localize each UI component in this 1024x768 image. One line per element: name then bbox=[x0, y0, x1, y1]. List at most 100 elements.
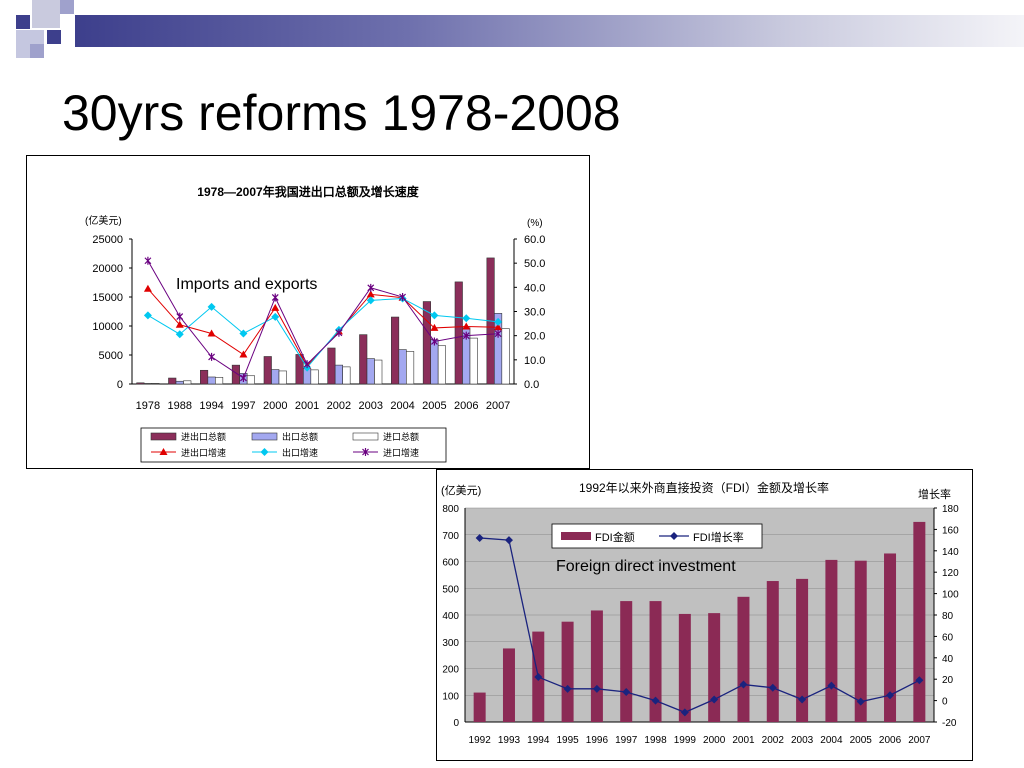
y-left-tick-label: 100 bbox=[442, 691, 459, 702]
bar-1-2004 bbox=[398, 349, 407, 385]
point-2-2000 bbox=[271, 293, 279, 302]
x-tick-label: 2007 bbox=[486, 400, 510, 412]
point-2-2003 bbox=[367, 283, 375, 292]
bar-2-1997 bbox=[246, 375, 255, 385]
corner-square-light-1 bbox=[32, 0, 60, 28]
y-right-tick-label: 20 bbox=[942, 675, 954, 686]
y-right-tick-label: 60 bbox=[942, 632, 954, 643]
fdi-growth-point-1995 bbox=[563, 684, 572, 693]
fdi-bar-1998 bbox=[649, 601, 662, 722]
y-left-unit: (亿美元) bbox=[85, 214, 122, 227]
legend-swatch-1 bbox=[251, 432, 278, 441]
bar-0-2000 bbox=[263, 356, 272, 385]
x-tick-label: 1998 bbox=[644, 735, 667, 746]
legend-label-0: 进出口总额 bbox=[181, 431, 226, 442]
fdi-growth-point-2007 bbox=[915, 676, 924, 685]
bar-0-2003 bbox=[359, 334, 368, 385]
point-1-1994 bbox=[207, 302, 216, 311]
y-left-tick-label: 25000 bbox=[92, 234, 123, 246]
corner-square-light-4 bbox=[30, 44, 44, 58]
bar-2-2005 bbox=[437, 345, 446, 385]
legend-label-2: 进口总额 bbox=[383, 431, 419, 442]
y-right-tick-label: 0.0 bbox=[524, 379, 539, 391]
point-1-2007 bbox=[494, 317, 503, 326]
bar-0-2002 bbox=[327, 347, 336, 385]
y-right-tick-label: 10.0 bbox=[524, 355, 545, 367]
bar-2-1988 bbox=[183, 380, 192, 385]
bar-2-2002 bbox=[342, 366, 351, 385]
y-right-unit: (%) bbox=[527, 218, 543, 229]
x-tick-label: 1995 bbox=[556, 735, 579, 746]
x-tick-label: 1999 bbox=[674, 735, 697, 746]
y-left-tick-label: 0 bbox=[117, 379, 123, 391]
y-left-tick-label: 600 bbox=[442, 558, 459, 569]
x-tick-label: 1994 bbox=[199, 400, 223, 412]
y-left-tick-label: 400 bbox=[442, 611, 459, 622]
point-0-2003 bbox=[366, 290, 375, 298]
bar-0-1994 bbox=[200, 369, 209, 385]
bar-1-1978 bbox=[143, 383, 152, 385]
legend-line-marker bbox=[670, 532, 678, 540]
bar-2-2004 bbox=[406, 351, 415, 385]
point-1-1997 bbox=[239, 329, 248, 338]
fdi-growth-point-2005 bbox=[856, 697, 865, 706]
fdi-growth-point-1992 bbox=[475, 533, 484, 542]
fdi-bar-1992 bbox=[473, 692, 486, 722]
bar-1-2003 bbox=[366, 358, 375, 385]
x-tick-label: 1996 bbox=[586, 735, 609, 746]
y-left-tick-label: 700 bbox=[442, 531, 459, 542]
legend-line-label-1: 出口增速 bbox=[282, 447, 318, 458]
point-2-2004 bbox=[399, 293, 407, 301]
fdi-overlay-label: Foreign direct investment bbox=[556, 558, 736, 575]
bar-0-2005 bbox=[422, 301, 431, 385]
point-2-1988 bbox=[176, 312, 184, 321]
x-tick-label: 2004 bbox=[820, 735, 843, 746]
x-tick-label: 2005 bbox=[850, 735, 873, 746]
y-right-tick-label: 40 bbox=[942, 654, 954, 665]
trade-chart-frame: 1978—2007年我国进出口总额及增长速度 (亿美元) (%) 0 5000 10000… bbox=[26, 155, 590, 469]
legend-swatch-0 bbox=[150, 432, 177, 441]
bar-0-2004 bbox=[391, 316, 400, 385]
y-right-tick-label: 60.0 bbox=[524, 234, 545, 246]
fdi-bar-2005 bbox=[854, 560, 867, 722]
y-left-tick-label: 20000 bbox=[92, 263, 123, 275]
x-tick-label: 2007 bbox=[908, 735, 931, 746]
x-tick-label: 1978 bbox=[136, 400, 160, 412]
y-left-tick-label: 200 bbox=[442, 665, 459, 676]
x-tick-label: 2004 bbox=[390, 400, 414, 412]
point-2-2006 bbox=[462, 331, 470, 340]
y-right-tick-label: -20 bbox=[942, 718, 957, 729]
legend-label-1: 出口总额 bbox=[282, 431, 318, 442]
point-0-1994 bbox=[207, 329, 216, 337]
bar-1-2005 bbox=[430, 339, 439, 385]
bar-2-1994 bbox=[215, 376, 224, 385]
point-2-2002 bbox=[335, 328, 343, 337]
fdi-growth-point-1997 bbox=[622, 688, 631, 697]
x-tick-label: 1997 bbox=[615, 735, 638, 746]
fdi-chart: 1992年以来外商直接投资（FDI）金额及增长率(亿美元) 增长率01002003… bbox=[441, 480, 959, 746]
y-left-tick-label: 300 bbox=[442, 638, 459, 649]
y-right-tick-label: 0 bbox=[942, 697, 948, 708]
legend-bar-label: FDI金额 bbox=[595, 530, 635, 544]
legend-marker-0 bbox=[159, 448, 168, 455]
legend-swatch-2 bbox=[352, 432, 379, 441]
x-tick-label: 2001 bbox=[732, 735, 755, 746]
fdi-growth-point-2006 bbox=[886, 691, 895, 700]
bar-2-2003 bbox=[374, 359, 383, 385]
corner-square-light-2 bbox=[60, 0, 74, 14]
x-tick-label: 2000 bbox=[703, 735, 726, 746]
point-1-2000 bbox=[271, 312, 280, 321]
y-left-tick-label: 10000 bbox=[92, 321, 123, 333]
y-right-tick-label: 120 bbox=[942, 568, 959, 579]
fdi-growth-point-2004 bbox=[827, 681, 836, 690]
bar-2-2001 bbox=[310, 369, 319, 385]
x-tick-label: 2002 bbox=[327, 400, 351, 412]
fdi-bar-2007 bbox=[913, 521, 926, 722]
x-tick-label: 1992 bbox=[469, 735, 492, 746]
point-2-2007 bbox=[494, 329, 502, 338]
y-right-unit: 增长率 bbox=[918, 487, 951, 501]
bar-1-2000 bbox=[271, 369, 280, 385]
point-2-1978 bbox=[144, 256, 152, 265]
fdi-growth-point-1998 bbox=[651, 696, 660, 705]
legend-line-label: FDI增长率 bbox=[693, 530, 744, 544]
